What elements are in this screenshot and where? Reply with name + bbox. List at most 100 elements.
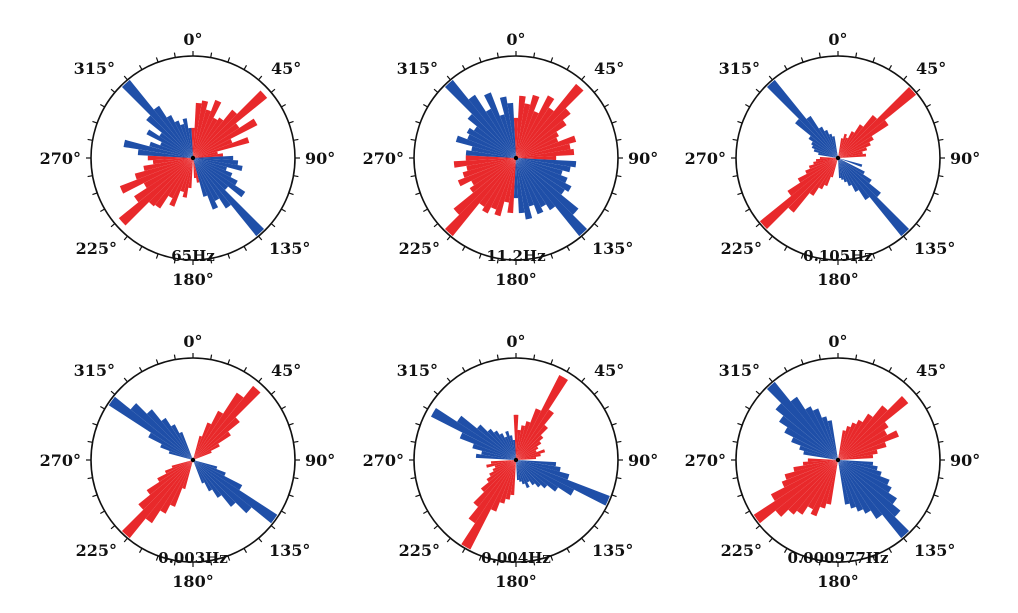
- tick-100: [616, 477, 622, 480]
- petal-blue-306: [457, 415, 516, 460]
- series-red: [461, 374, 568, 550]
- direction-label-45: 45°: [916, 59, 946, 78]
- direction-label-180: 180°: [817, 572, 858, 591]
- direction-label-180: 180°: [172, 270, 213, 289]
- tick-50: [593, 88, 599, 93]
- petal-blue-318: [444, 79, 516, 158]
- petal-blue-348: [509, 435, 516, 460]
- tick-260: [410, 477, 416, 480]
- petal-red-228: [480, 460, 516, 492]
- tick-280: [87, 138, 93, 141]
- petal-red-54: [838, 422, 889, 460]
- tick-250: [415, 192, 421, 196]
- tick-300: [745, 103, 750, 108]
- tick-230: [755, 525, 761, 530]
- tick-30: [566, 65, 571, 70]
- petal-blue-132: [193, 158, 229, 190]
- petal-blue-324: [806, 115, 838, 158]
- tick-170: [533, 560, 536, 566]
- petal-blue-138: [838, 158, 910, 237]
- frequency-label: 0.000977Hz: [788, 549, 889, 567]
- tick-210: [461, 246, 466, 251]
- petal-blue-330: [485, 108, 516, 158]
- petal-blue-108: [516, 158, 563, 176]
- tick-190: [818, 258, 821, 264]
- petal-blue-114: [516, 460, 610, 506]
- tick-230: [755, 223, 761, 228]
- petal-red-210: [168, 158, 193, 199]
- tick-230: [433, 525, 439, 530]
- petal-red-216: [155, 158, 193, 209]
- petal-blue-162: [516, 158, 534, 207]
- tick-140: [581, 235, 586, 241]
- direction-label-135: 135°: [592, 239, 633, 258]
- tick-110: [933, 494, 939, 498]
- direction-label-225: 225°: [721, 239, 762, 258]
- petal-red-240: [489, 460, 516, 477]
- petal-blue-354: [512, 439, 516, 460]
- direction-label-270: 270°: [685, 149, 726, 168]
- petal-blue-318: [766, 79, 838, 158]
- petal-blue-288: [472, 443, 516, 460]
- tick-310: [433, 390, 439, 395]
- petal-red-66: [838, 430, 899, 460]
- tick-220: [123, 235, 128, 241]
- tick-200: [800, 555, 804, 561]
- tick-70: [933, 120, 939, 124]
- petal-red-228: [759, 158, 838, 230]
- petal-red-264: [490, 460, 516, 464]
- tick-230: [110, 223, 116, 228]
- series-red: [753, 396, 909, 524]
- petal-red-240: [770, 460, 838, 502]
- tick-20: [872, 57, 876, 63]
- petal-blue-96: [193, 158, 239, 166]
- tick-220: [446, 235, 451, 241]
- petal-blue-312: [795, 118, 838, 158]
- petal-red-36: [516, 107, 554, 158]
- petal-blue-324: [161, 417, 193, 460]
- petal-red-186: [510, 460, 516, 496]
- direction-label-180: 180°: [172, 572, 213, 591]
- tick-40: [581, 377, 586, 383]
- tick-320: [446, 377, 451, 383]
- frequency-label: 11.2Hz: [486, 247, 546, 265]
- direction-label-135: 135°: [269, 239, 310, 258]
- tick-300: [100, 405, 105, 410]
- tick-260: [87, 175, 93, 178]
- petal-red-246: [492, 460, 516, 472]
- petal-blue-354: [188, 127, 193, 158]
- petal-red-258: [793, 460, 838, 472]
- petal-blue-138: [516, 158, 588, 237]
- petal-red-18: [193, 435, 202, 460]
- petal-blue-300: [148, 432, 193, 460]
- petal-blue-348: [499, 96, 516, 158]
- direction-label-315: 315°: [74, 59, 115, 78]
- tick-290: [92, 422, 98, 426]
- petal-red-48: [838, 86, 917, 158]
- tick-250: [92, 494, 98, 498]
- petal-red-30: [193, 117, 218, 158]
- petal-red-198: [494, 158, 516, 217]
- tick-250: [737, 494, 743, 498]
- petal-blue-312: [467, 113, 516, 158]
- petal-blue-336: [504, 436, 516, 460]
- petal-blue-306: [473, 126, 516, 158]
- tick-250: [737, 192, 743, 196]
- petal-blue-324: [153, 105, 193, 158]
- tick-280: [410, 440, 416, 443]
- tick-10: [855, 52, 858, 58]
- petal-red-60: [838, 136, 874, 158]
- petal-red-24: [193, 99, 222, 158]
- petal-blue-126: [193, 460, 278, 524]
- petal-blue-342: [180, 124, 193, 158]
- petal-red-90: [516, 155, 557, 161]
- tick-240: [423, 208, 428, 213]
- tick-340: [478, 57, 482, 63]
- tick-190: [496, 560, 499, 566]
- series-red: [759, 86, 917, 230]
- tick-240: [745, 208, 750, 213]
- petal-blue-168: [516, 460, 522, 482]
- petal-red-252: [462, 158, 516, 178]
- tick-150: [566, 246, 571, 251]
